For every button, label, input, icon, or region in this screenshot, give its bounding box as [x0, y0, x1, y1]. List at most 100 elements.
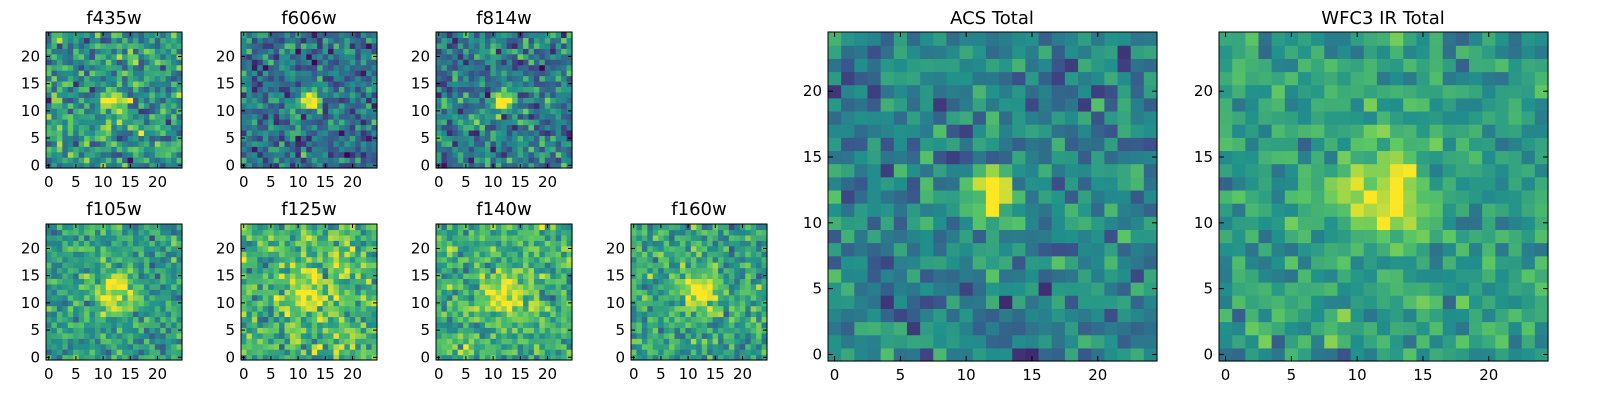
heatmap-cell — [241, 48, 248, 55]
heatmap-cell — [46, 311, 53, 318]
heatmap-cell — [1091, 137, 1105, 152]
heatmap-cell — [893, 84, 908, 99]
heatmap-cell — [1143, 242, 1158, 257]
heatmap-cell — [972, 84, 987, 99]
heatmap-cell — [171, 86, 178, 93]
heatmap-cell — [674, 300, 681, 307]
heatmap-cell — [701, 332, 708, 339]
heatmap-cell — [658, 332, 665, 339]
heatmap-cell — [512, 37, 519, 44]
heatmap-cell — [701, 338, 708, 345]
heatmap-cell — [317, 75, 324, 82]
heatmap-cell — [149, 91, 156, 98]
heatmap-cell — [739, 267, 746, 274]
heatmap-cell — [338, 294, 345, 301]
heatmap-cell — [295, 289, 302, 296]
heatmap-cell — [295, 53, 302, 60]
heatmap-cell — [122, 151, 129, 158]
heatmap-cell — [468, 321, 475, 328]
heatmap-cell — [73, 256, 80, 263]
heatmap-cell — [734, 245, 741, 252]
heatmap-cell — [566, 140, 573, 147]
heatmap-cell — [457, 300, 464, 307]
heatmap-cell — [73, 251, 80, 258]
heatmap-cell — [867, 124, 882, 138]
heatmap-cell — [631, 343, 638, 350]
heatmap-cell — [143, 53, 150, 60]
heatmap-cell — [257, 162, 264, 169]
heatmap-cell — [171, 311, 178, 318]
heatmap-cell — [46, 59, 53, 66]
heatmap-cell — [317, 42, 324, 49]
heatmap-cell — [1064, 229, 1079, 244]
heatmap-cell — [73, 272, 80, 279]
heatmap-cell — [555, 251, 562, 258]
heatmap-cell — [495, 321, 502, 328]
heatmap-cell — [867, 97, 882, 112]
heatmap-cell — [262, 157, 269, 164]
heatmap-cell — [679, 332, 686, 339]
heatmap-cell — [176, 229, 183, 236]
heatmap-cell — [176, 102, 183, 109]
heatmap-cell — [116, 37, 123, 44]
heatmap-cell — [1025, 347, 1040, 362]
heatmap-cell — [436, 151, 443, 158]
heatmap-cell — [138, 316, 145, 323]
heatmap-cell — [1117, 347, 1132, 362]
heatmap-cell — [241, 64, 248, 71]
heatmap-cell — [1130, 308, 1145, 323]
heatmap-cell — [436, 321, 443, 328]
heatmap-cell — [360, 119, 367, 126]
heatmap-cell — [441, 75, 448, 82]
heatmap-cell — [295, 251, 302, 258]
heatmap-cell — [306, 80, 313, 87]
heatmap-cell — [360, 272, 367, 279]
heatmap-cell — [555, 229, 562, 236]
heatmap-cell — [555, 245, 562, 252]
heatmap-cell — [251, 59, 258, 66]
heatmap-cell — [94, 272, 101, 279]
heatmap-cell — [1078, 216, 1092, 230]
heatmap-cell — [344, 124, 351, 131]
heatmap-cell — [67, 224, 74, 231]
heatmap-cell — [457, 97, 464, 104]
heatmap-cell — [360, 70, 367, 77]
heatmap-cell — [636, 278, 643, 285]
heatmap-cell — [56, 321, 63, 328]
heatmap-cell — [317, 272, 324, 279]
heatmap-cell — [171, 124, 178, 131]
heatmap-cell — [273, 267, 280, 274]
heatmap-cell — [533, 332, 540, 339]
heatmap-cell — [658, 311, 665, 318]
heatmap-cell — [133, 240, 140, 247]
heatmap-cell — [62, 294, 69, 301]
heatmap-cell — [333, 316, 340, 323]
heatmap-cell — [138, 224, 145, 231]
heatmap-cell — [78, 108, 85, 115]
heatmap-cell — [241, 234, 248, 241]
heatmap-cell — [322, 300, 329, 307]
heatmap-cell — [262, 102, 269, 109]
heatmap-cell — [246, 59, 253, 66]
heatmap-cell — [338, 289, 345, 296]
heatmap-cell — [1091, 242, 1105, 257]
heatmap-cell — [712, 294, 719, 301]
heatmap-cell — [94, 102, 101, 109]
heatmap-cell — [138, 245, 145, 252]
heatmap-cell — [1051, 242, 1066, 257]
heatmap-cell — [333, 119, 340, 126]
heatmap-cell — [160, 146, 167, 153]
heatmap-cell — [734, 240, 741, 247]
heatmap-cell — [441, 305, 448, 312]
heatmap-cell — [371, 91, 378, 98]
heatmap-cell — [999, 58, 1013, 73]
heatmap-cell — [143, 124, 150, 131]
heatmap-cell — [246, 119, 253, 126]
heatmap-cell — [349, 251, 356, 258]
heatmap-cell — [295, 129, 302, 136]
heatmap-cell — [555, 42, 562, 49]
heatmap-cell — [279, 245, 286, 252]
heatmap-cell — [906, 308, 921, 323]
heatmap-cell — [669, 332, 676, 339]
heatmap-cell — [333, 97, 340, 104]
